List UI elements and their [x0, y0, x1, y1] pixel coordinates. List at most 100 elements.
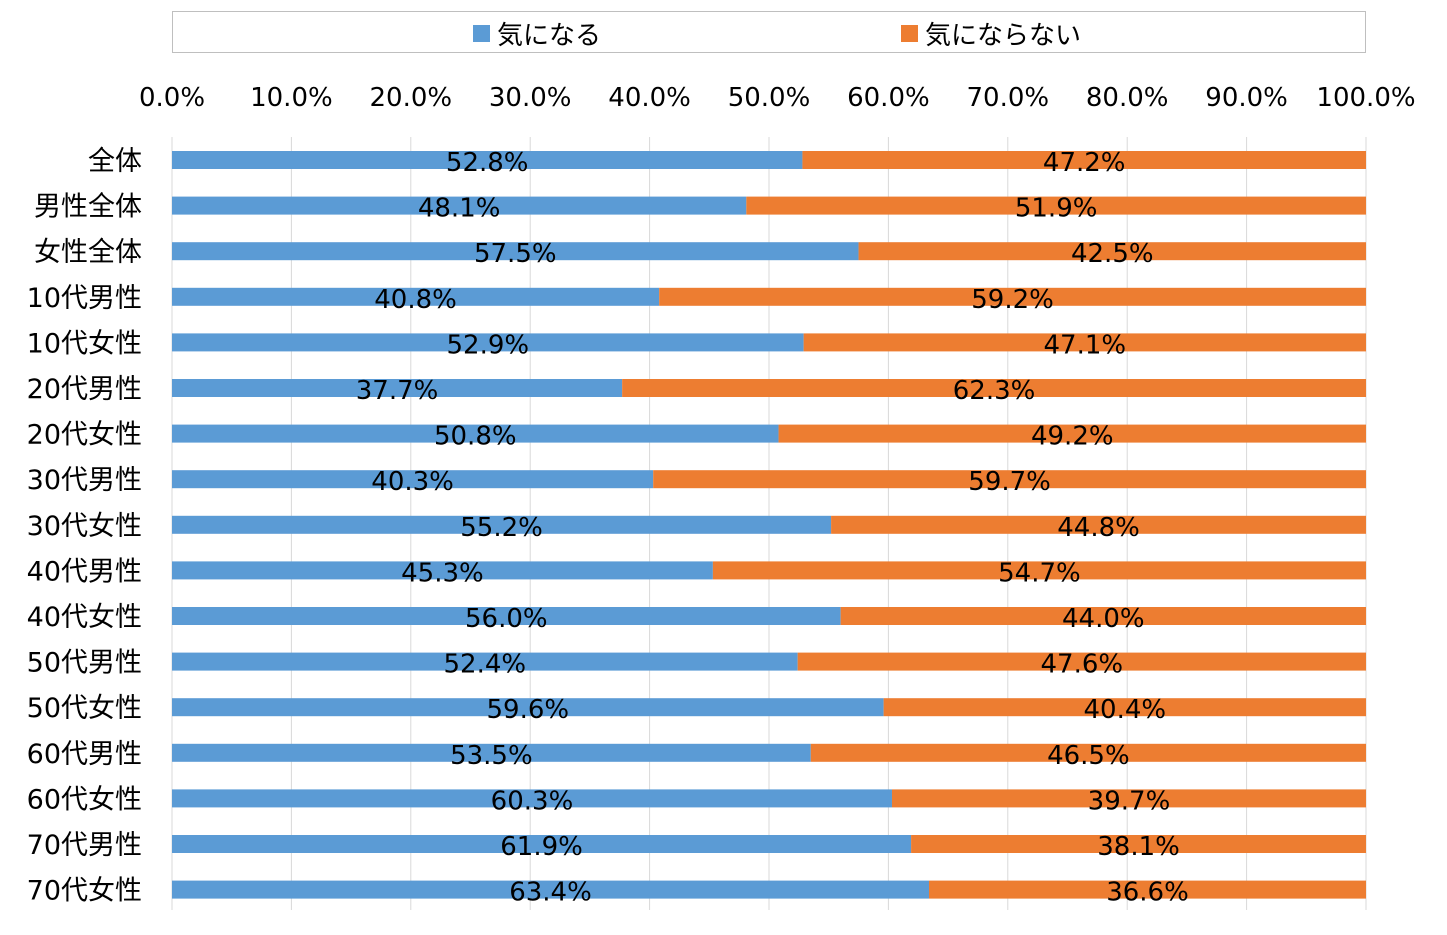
- data-label: 40.3%: [371, 467, 454, 497]
- bar-segment-kininaru: [172, 652, 798, 671]
- data-label: 40.8%: [374, 285, 457, 315]
- legend-swatch-kininaru: [473, 24, 490, 42]
- bar-segment-kininaranai: [831, 515, 1366, 534]
- bar-segment-kininaru: [172, 151, 803, 169]
- x-tick-label: 10.0%: [250, 83, 333, 113]
- data-label: 59.6%: [487, 695, 570, 725]
- bar-segment-kininaru: [172, 333, 804, 352]
- bar-segment-kininaranai: [797, 652, 1366, 671]
- legend-label-kininaranai: 気にならない: [925, 20, 1082, 51]
- category-label: 40代男性: [27, 556, 142, 587]
- legend-swatch-kininaranai: [901, 24, 918, 42]
- x-tick-label: 40.0%: [608, 83, 691, 113]
- bar-segment-kininaru: [172, 470, 654, 489]
- category-label: 全体: [88, 146, 142, 177]
- category-label: 50代男性: [27, 648, 142, 679]
- x-tick-label: 80.0%: [1086, 83, 1169, 113]
- bar-segment-kininaranai: [840, 607, 1366, 625]
- data-label: 62.3%: [953, 376, 1036, 406]
- data-label: 52.4%: [444, 650, 527, 680]
- data-label: 51.9%: [1015, 194, 1098, 224]
- data-label: 47.2%: [1043, 148, 1126, 178]
- data-label: 56.0%: [465, 604, 548, 634]
- data-label: 59.2%: [971, 285, 1054, 315]
- x-tick-label: 100.0%: [1316, 83, 1415, 113]
- data-label: 40.4%: [1084, 695, 1167, 725]
- data-label: 49.2%: [1031, 422, 1114, 452]
- data-label: 53.5%: [450, 741, 533, 771]
- data-label: 57.5%: [474, 239, 557, 269]
- bar-segment-kininaru: [172, 424, 779, 443]
- data-label: 55.2%: [460, 513, 543, 543]
- bar-segment-kininaru: [172, 287, 660, 306]
- data-label: 60.3%: [491, 786, 574, 816]
- x-tick-label: 0.0%: [139, 83, 205, 113]
- bar-segment-kininaranai: [659, 287, 1366, 306]
- bar-segment-kininaranai: [803, 333, 1366, 352]
- bar-segment-kininaranai: [622, 379, 1366, 397]
- data-label: 61.9%: [500, 832, 583, 862]
- x-tick-label: 60.0%: [847, 83, 930, 113]
- bar-segment-kininaru: [172, 698, 884, 717]
- bar-segment-kininaranai: [802, 151, 1366, 169]
- data-label: 36.6%: [1106, 878, 1189, 908]
- bar-segment-kininaru: [172, 379, 623, 397]
- chart-legend: 気になる 気にならない: [172, 11, 1366, 53]
- x-tick-label: 70.0%: [966, 83, 1049, 113]
- bar-segment-kininaru: [172, 789, 892, 808]
- category-label: 30代女性: [27, 511, 142, 542]
- data-label: 46.5%: [1047, 741, 1130, 771]
- category-label: 女性全体: [34, 237, 142, 268]
- x-tick-label: 20.0%: [369, 83, 452, 113]
- data-label: 52.8%: [446, 148, 529, 178]
- data-label: 42.5%: [1071, 239, 1154, 269]
- legend-item-kininaranai: 気にならない: [901, 19, 1081, 51]
- category-label: 男性全体: [34, 192, 142, 223]
- data-label: 48.1%: [418, 194, 501, 224]
- bar-segment-kininaranai: [911, 835, 1366, 853]
- data-label: 38.1%: [1097, 832, 1180, 862]
- bar-segment-kininaru: [172, 835, 912, 853]
- bar-segment-kininaru: [172, 515, 832, 534]
- bar-segment-kininaru: [172, 880, 929, 899]
- bar-segment-kininaranai: [712, 561, 1366, 580]
- data-label: 44.0%: [1062, 604, 1145, 634]
- category-label: 30代男性: [27, 465, 142, 496]
- data-label: 63.4%: [509, 878, 592, 908]
- legend-item-kininaru: 気になる: [473, 19, 601, 51]
- bar-segment-kininaranai: [746, 196, 1366, 215]
- data-label: 52.9%: [447, 330, 530, 360]
- category-label: 70代男性: [27, 830, 142, 861]
- bar-segment-kininaru: [172, 242, 859, 261]
- category-label: 60代女性: [27, 784, 142, 815]
- bar-segment-kininaru: [172, 743, 811, 762]
- category-label: 50代女性: [27, 693, 142, 724]
- data-label: 37.7%: [356, 376, 439, 406]
- legend-label-kininaru: 気になる: [497, 20, 602, 51]
- x-tick-label: 90.0%: [1205, 83, 1288, 113]
- category-label: 60代男性: [27, 739, 142, 770]
- data-label: 45.3%: [401, 558, 484, 588]
- data-label: 54.7%: [998, 558, 1081, 588]
- category-label: 10代男性: [27, 283, 142, 314]
- data-label: 50.8%: [434, 422, 517, 452]
- category-label: 40代女性: [27, 602, 142, 633]
- bar-segment-kininaru: [172, 607, 841, 625]
- bar-segment-kininaranai: [928, 880, 1366, 899]
- bar-segment-kininaru: [172, 561, 713, 580]
- bar-segment-kininaranai: [883, 698, 1366, 717]
- x-tick-label: 50.0%: [728, 83, 811, 113]
- category-label: 10代女性: [27, 328, 142, 359]
- data-label: 44.8%: [1057, 513, 1140, 543]
- data-label: 59.7%: [968, 467, 1051, 497]
- category-label: 70代女性: [27, 876, 142, 907]
- bar-segment-kininaranai: [653, 470, 1366, 489]
- bar-segment-kininaranai: [858, 242, 1366, 261]
- bar-segment-kininaru: [172, 196, 747, 215]
- data-label: 47.1%: [1044, 330, 1127, 360]
- category-label: 20代女性: [27, 420, 142, 451]
- bar-segment-kininaranai: [891, 789, 1366, 808]
- bar-segment-kininaranai: [810, 743, 1366, 762]
- bar-segment-kininaranai: [778, 424, 1366, 443]
